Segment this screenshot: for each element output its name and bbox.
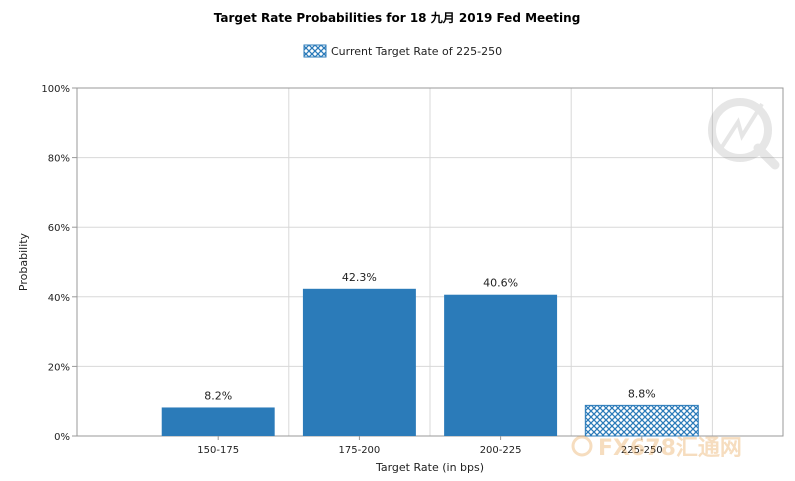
bar-225-250	[584, 404, 699, 437]
legend: Current Target Rate of 225-250	[303, 44, 502, 58]
y-axis-label: Probability	[17, 232, 30, 291]
bar-value-label: 42.3%	[342, 271, 377, 284]
watermark-text: FX678汇通网	[598, 436, 742, 461]
bar-value-label: 8.8%	[628, 387, 656, 400]
x-tick-label: 225-250	[621, 445, 663, 456]
legend-label: Current Target Rate of 225-250	[331, 45, 502, 58]
x-axis-label: Target Rate (in bps)	[375, 461, 484, 474]
bar-150-175	[161, 407, 275, 436]
bar-value-label: 8.2%	[204, 389, 232, 402]
y-tick-label: 40%	[48, 293, 70, 304]
y-axis-ticks: 0% 20% 40% 60% 80% 100%	[41, 84, 77, 443]
watermark-logo	[708, 98, 780, 170]
plot-grid	[77, 88, 783, 436]
x-axis-ticks: 150-175 175-200 200-225 225-250	[197, 436, 663, 456]
y-tick-label: 0%	[54, 432, 70, 443]
bars: 8.2% 42.3% 40.6% 8.8%	[161, 271, 699, 437]
x-tick-label: 200-225	[480, 445, 522, 456]
y-tick-label: 20%	[48, 362, 70, 373]
x-tick-label: 175-200	[339, 445, 381, 456]
y-tick-label: 60%	[48, 223, 70, 234]
watermark: FX678汇通网	[571, 435, 742, 461]
bar-value-label: 40.6%	[483, 277, 518, 290]
legend-swatch	[303, 44, 327, 58]
bar-200-225	[444, 294, 558, 436]
plot-frame	[76, 87, 784, 437]
chart-title: Target Rate Probabilities for 18 九月 2019…	[214, 10, 581, 25]
y-tick-label: 80%	[48, 154, 70, 165]
y-tick-label: 100%	[41, 84, 70, 95]
x-tick-label: 150-175	[197, 445, 239, 456]
bar-175-200	[302, 288, 416, 436]
